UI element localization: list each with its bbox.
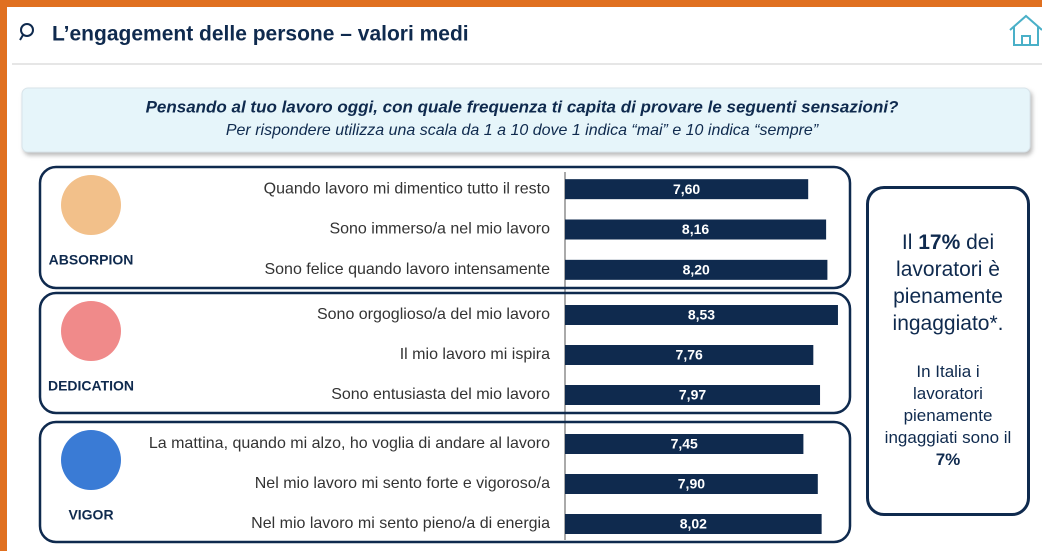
bar	[565, 345, 814, 365]
value-label: 7,90	[678, 476, 705, 492]
group-box	[38, 165, 852, 290]
top-border	[0, 0, 1042, 7]
group-label: ABSORPION	[49, 252, 134, 268]
text: In Italia i lavoratori pienamente ingagg…	[884, 362, 1012, 447]
group-box	[38, 291, 852, 415]
group-box	[38, 420, 852, 544]
logo	[19, 34, 24, 41]
category-label: Sono immerso/a nel mio lavoro	[329, 221, 550, 238]
home-icon[interactable]	[1009, 14, 1042, 46]
value-label: 8,53	[688, 307, 715, 323]
category-label: Nel mio lavoro mi sento pieno/a di energ…	[251, 515, 550, 532]
question: Pensando al tuo lavoro oggi, con quale f…	[146, 97, 899, 116]
bar	[565, 305, 838, 325]
bar	[565, 259, 828, 280]
group-label: DEDICATION	[48, 378, 134, 394]
side-text: In Italia i lavoratori pienamente ingagg…	[881, 361, 1015, 471]
question-subtitle: Per rispondere utilizza una scala da 1 a…	[226, 122, 819, 139]
value-label: 7,60	[673, 181, 700, 197]
value-label: 8,20	[683, 262, 710, 278]
title: L’engagement delle persone – valori medi	[52, 23, 469, 46]
value-label: 8,02	[680, 516, 707, 532]
value-label: 7,45	[671, 436, 698, 452]
value-label: 7,76	[676, 347, 703, 363]
category-label: Il mio lavoro mi ispira	[400, 346, 550, 363]
category-label: Nel mio lavoro mi sento forte e vigoroso…	[255, 475, 550, 492]
side-text: Il 17% dei lavoratori è pienamente ingag…	[881, 229, 1015, 337]
category-label: La mattina, quando mi alzo, ho voglia di…	[149, 435, 550, 452]
bar	[565, 514, 822, 534]
category-label: Sono orgoglioso/a del mio lavoro	[317, 306, 550, 323]
logo	[20, 23, 34, 37]
bar	[565, 179, 809, 200]
group-label: VIGOR	[68, 507, 113, 523]
text: Il	[901, 231, 913, 254]
group-icon	[61, 301, 121, 361]
bar	[565, 474, 818, 494]
group-icon	[61, 175, 121, 235]
question-box	[21, 87, 1031, 153]
highlight: 17%	[918, 231, 961, 254]
category-label: Sono entusiasta del mio lavoro	[331, 386, 550, 403]
category-label: Sono felice quando lavoro intensamente	[264, 261, 550, 278]
bar	[565, 219, 827, 240]
bar	[565, 434, 804, 454]
value-label: 7,97	[679, 387, 706, 403]
text: dei lavoratori è pienamente ingaggiato*.	[892, 231, 1004, 335]
bar	[565, 385, 821, 405]
left-border	[0, 0, 7, 551]
side-box: Il 17% dei lavoratori è pienamente ingag…	[866, 186, 1030, 516]
value-label: 8,16	[682, 221, 709, 237]
group-icon	[61, 430, 121, 490]
highlight: 7%	[935, 450, 961, 469]
category-label: Quando lavoro mi dimentico tutto il rest…	[264, 180, 550, 197]
